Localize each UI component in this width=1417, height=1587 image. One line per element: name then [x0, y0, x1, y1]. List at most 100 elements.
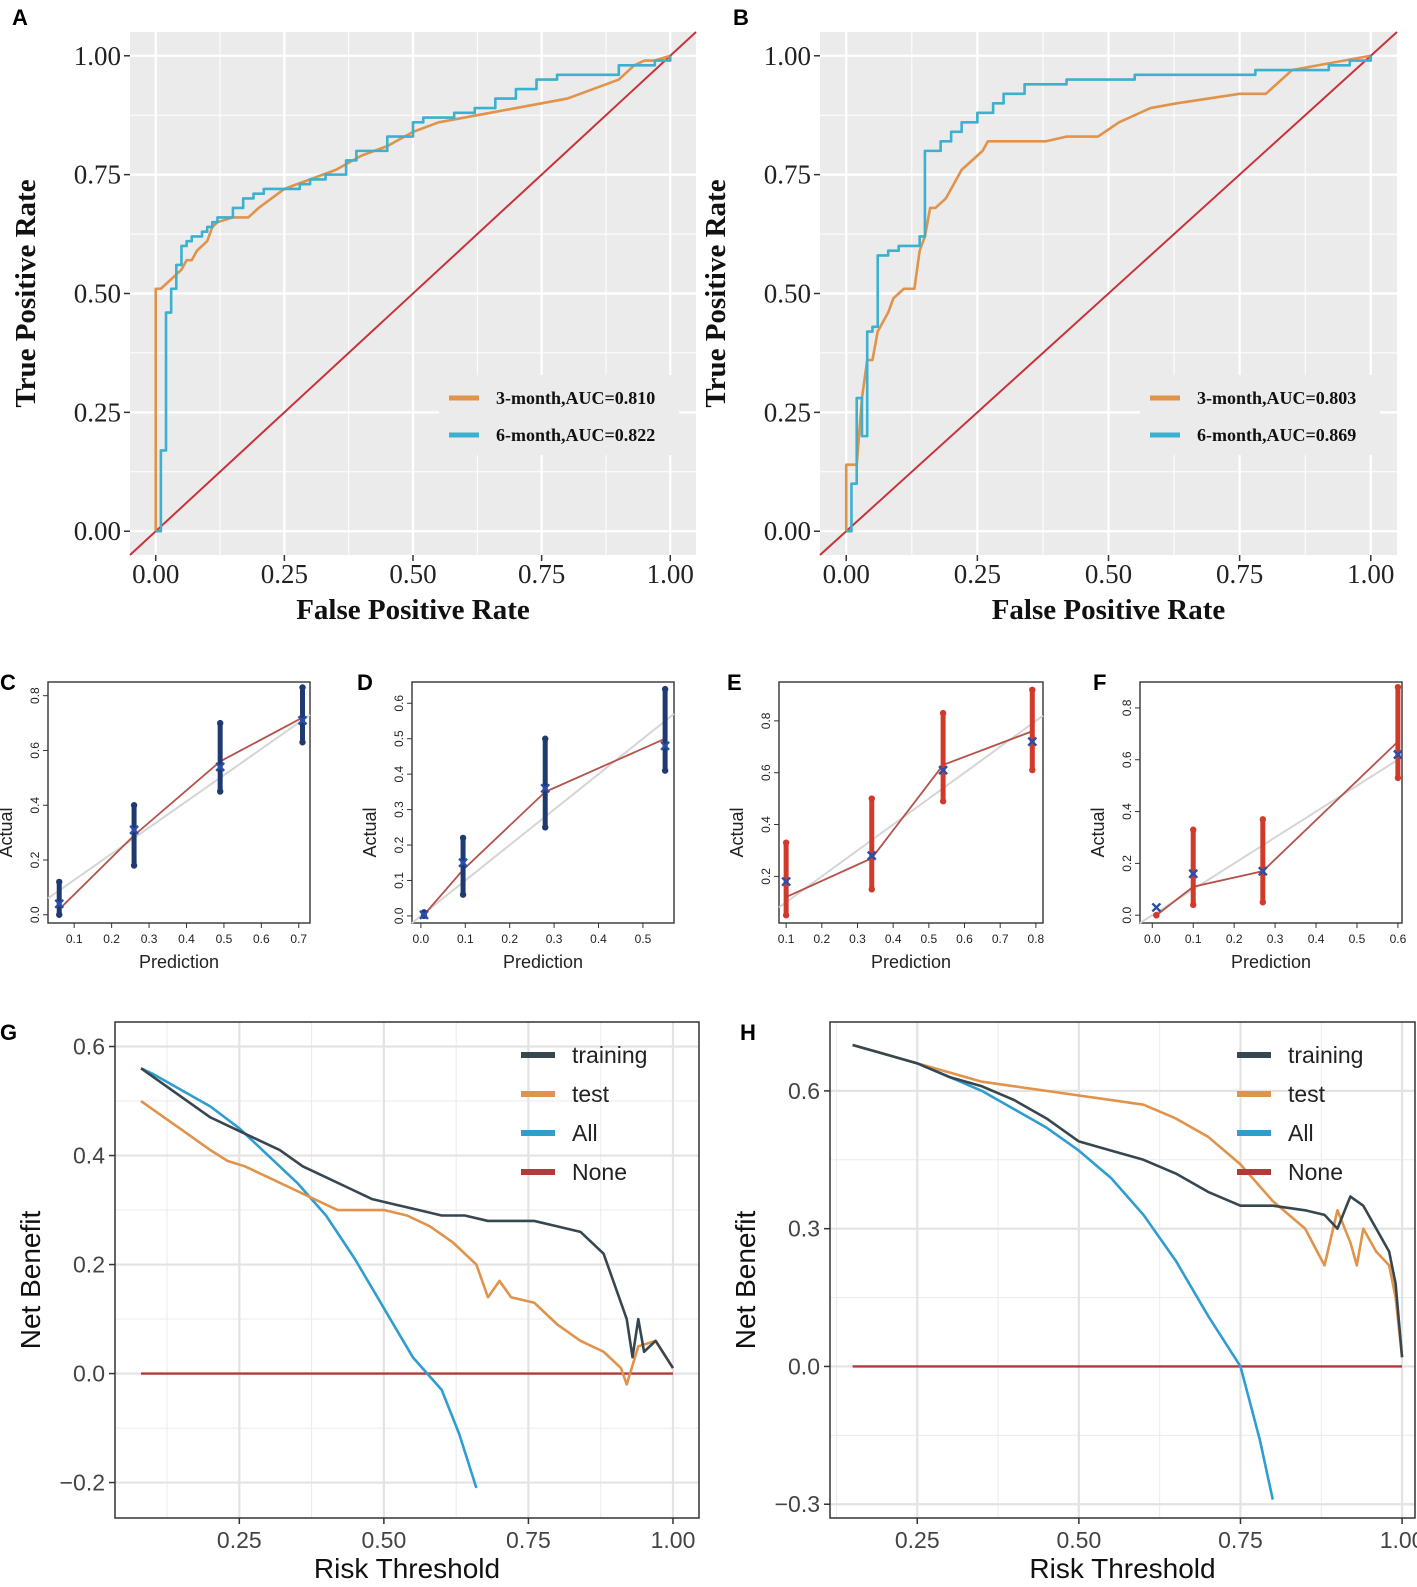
error-cap [542, 735, 549, 742]
reference-diagonal [819, 31, 1398, 556]
error-cap [130, 862, 138, 869]
error-cap [661, 767, 669, 774]
x-tick-label: 0.6 [253, 932, 270, 946]
panel-f: F 0.0 0.1 0.2 0.3 0.4 0.5 0.6 0.0 0.2 0.4 0.6 0.8 Pre… [1088, 670, 1407, 972]
y-tick-label: 0.25 [74, 397, 121, 427]
x-tick-label: 0.4 [885, 932, 902, 946]
x-tick-label: 0.3 [141, 932, 158, 946]
y-tick-label: 0.00 [764, 516, 811, 546]
ideal-line [778, 714, 1044, 909]
legend-label: test [1288, 1081, 1326, 1107]
y-tick-label: 0.25 [764, 397, 811, 427]
y-tick-label: 0.6 [392, 695, 406, 712]
error-cap [1029, 766, 1036, 774]
x-tick-label: 0.1 [1185, 932, 1202, 946]
dca-line-test [852, 1043, 1404, 1358]
roc-curve-cyan [155, 55, 672, 533]
y-tick-label: 0.00 [74, 516, 121, 546]
error-cap [1259, 899, 1267, 906]
y-tick-label: 1.00 [74, 41, 121, 71]
y-tick-label: 0.0 [73, 1361, 105, 1387]
x-tick-label: 0.50 [1056, 1527, 1101, 1553]
x-tick-label: 0.8 [1028, 932, 1045, 946]
y-axis-title: Net Benefit [15, 1211, 46, 1350]
error-cap [299, 739, 306, 746]
y-tick-label: 0.3 [788, 1216, 820, 1242]
legend-box [439, 375, 679, 455]
panel-label: H [740, 1020, 756, 1045]
y-tick-label: 0.3 [392, 801, 406, 818]
panel-e: E 0.1 0.2 0.3 0.4 0.5 0.6 0.7 0.8 0.2 0.4 0.6 0.8 Pre… [727, 670, 1045, 972]
x-tick-label: 0.50 [1085, 559, 1132, 589]
x-tick-label: 0.7 [290, 932, 307, 946]
reference-diagonal [129, 31, 697, 556]
x-tick-label: 0.25 [954, 559, 1001, 589]
y-tick-label: 0.0 [788, 1353, 820, 1379]
x-axis-title: Prediction [871, 952, 951, 972]
y-tick-label: 0.75 [74, 160, 121, 190]
x-tick-label: 0.1 [457, 932, 474, 946]
y-tick-label: 0.8 [759, 712, 773, 729]
x-tick-label: 0.3 [546, 932, 563, 946]
x-tick-label: 0.4 [1308, 932, 1325, 946]
x-tick-label: 0.5 [635, 932, 652, 946]
y-tick-label: 0.50 [74, 279, 121, 309]
panel-label: C [0, 670, 16, 695]
x-axis-title: False Positive Rate [992, 594, 1226, 626]
x-tick-label: 0.00 [132, 559, 179, 589]
y-tick-label: 0.6 [28, 742, 42, 759]
error-cap [542, 824, 549, 831]
x-tick-label: 0.0 [413, 932, 430, 946]
calibration-line [785, 730, 1033, 898]
error-cap [216, 719, 224, 727]
error-cap [216, 788, 224, 795]
calibration-point [1151, 902, 1162, 913]
panel-label: A [12, 5, 28, 30]
y-tick-label: 0.4 [759, 816, 773, 833]
dca-line-training [140, 1067, 675, 1369]
y-tick-label: 1.00 [764, 41, 811, 71]
y-tick-label: 0.5 [392, 730, 406, 747]
x-tick-label: 0.5 [920, 932, 937, 946]
panel-label: G [0, 1020, 17, 1045]
y-tick-label: 0.2 [1120, 855, 1134, 872]
calibration-point [866, 850, 877, 861]
x-tick-label: 0.75 [1218, 1527, 1263, 1553]
y-tick-label: 0.4 [73, 1143, 105, 1169]
x-tick-label: 0.1 [66, 932, 83, 946]
y-tick-label: −0.2 [60, 1470, 105, 1496]
panel-b: B 0.00 0.25 0.50 0.75 1.00 0.00 0.25 0.50 0.75 1.0… [700, 5, 1398, 626]
x-tick-label: 0.75 [506, 1527, 551, 1553]
legend-label: None [1288, 1159, 1343, 1185]
panel-label: E [727, 670, 742, 695]
plot-frame [778, 681, 1044, 924]
calibration-point [540, 783, 551, 794]
x-tick-label: 0.3 [1267, 932, 1284, 946]
x-tick-label: 0.4 [590, 932, 607, 946]
calibration-point [458, 857, 468, 868]
calibration-point [419, 910, 429, 920]
x-axis-title: Risk Threshold [1029, 1553, 1215, 1584]
calibration-line [1155, 740, 1399, 916]
x-axis-title: Prediction [503, 952, 583, 972]
error-cap [1190, 901, 1197, 909]
y-tick-label: 0.0 [392, 907, 406, 924]
y-tick-label: 0.4 [28, 797, 42, 814]
error-cap [868, 795, 875, 802]
x-tick-label: 0.25 [895, 1527, 940, 1553]
error-cap [299, 684, 306, 691]
y-tick-label: −0.3 [775, 1491, 820, 1517]
panel-g: G 0.25 0.50 0.75 1.00 −0.2 0.0 0.2 0.4 0.6 trainin… [0, 1020, 700, 1584]
ideal-line [1139, 756, 1403, 924]
y-tick-label: 0.2 [28, 851, 42, 868]
x-axis-title: Prediction [139, 952, 219, 972]
calibration-point [54, 898, 65, 909]
roc-curve-orange [844, 54, 1372, 532]
dca-line-test [140, 1099, 675, 1386]
plot-background [115, 1022, 699, 1518]
plot-frame [829, 1021, 1416, 1519]
x-tick-label: 0.25 [261, 559, 308, 589]
y-tick-label: 0.6 [759, 764, 773, 781]
y-axis-title: Actual [1088, 807, 1108, 857]
